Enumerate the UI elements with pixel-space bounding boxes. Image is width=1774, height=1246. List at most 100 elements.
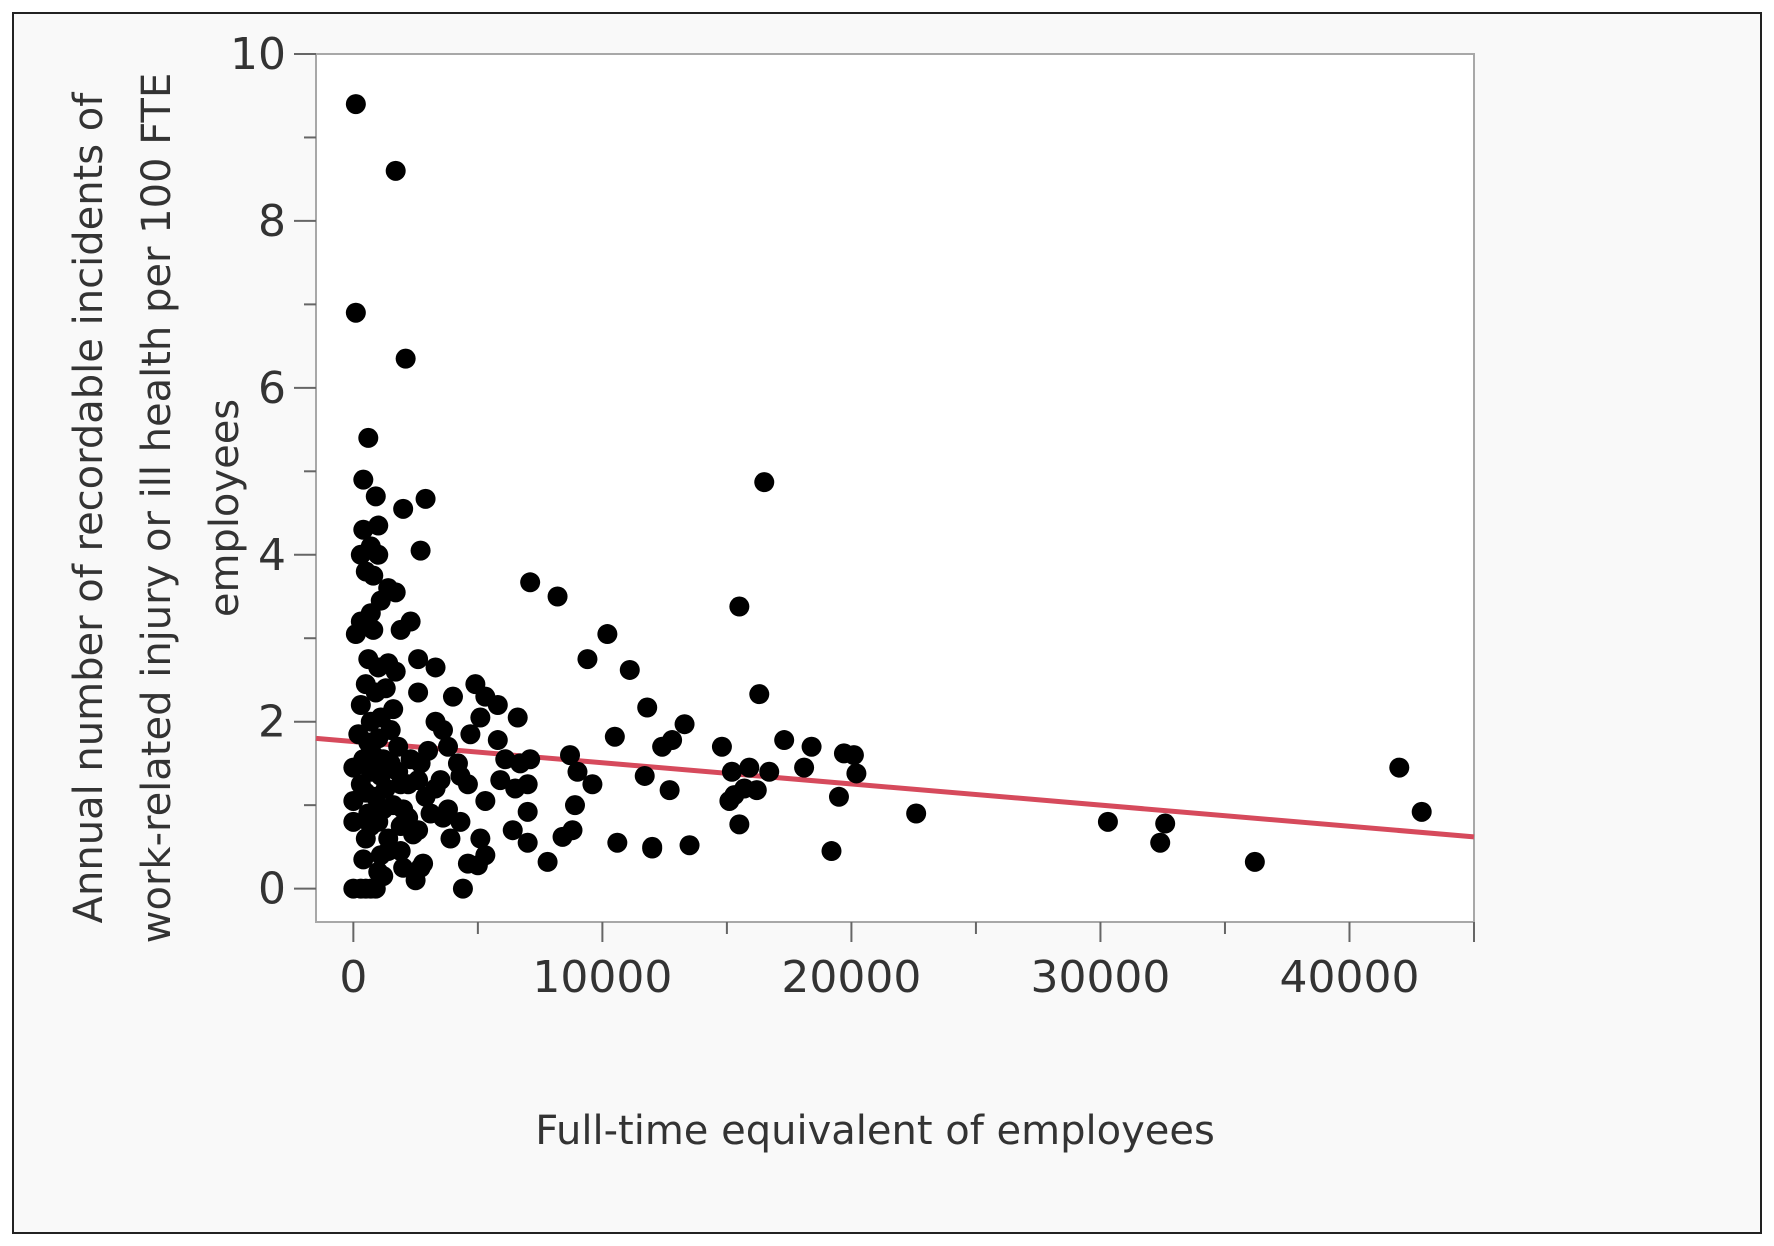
data-point bbox=[363, 565, 384, 586]
y-tick-label: 2 bbox=[258, 697, 286, 748]
data-point bbox=[517, 801, 538, 822]
data-point bbox=[577, 649, 598, 670]
data-point bbox=[843, 745, 864, 766]
y-tick-label: 0 bbox=[258, 864, 286, 915]
data-point bbox=[360, 816, 381, 837]
data-point bbox=[363, 619, 384, 640]
data-point bbox=[729, 596, 750, 617]
y-tick-label: 8 bbox=[258, 196, 286, 247]
x-tick-label: 10000 bbox=[532, 952, 672, 1003]
data-point bbox=[642, 838, 663, 859]
data-point bbox=[487, 695, 508, 715]
chart-frame: 0 2 4 6 8 10 0 10000 20000 30000 40000 Full-time … bbox=[12, 12, 1762, 1234]
data-point bbox=[487, 730, 508, 751]
data-point bbox=[460, 724, 481, 745]
data-point bbox=[662, 730, 683, 751]
data-point bbox=[674, 714, 695, 735]
data-point bbox=[1244, 851, 1265, 872]
data-point bbox=[368, 544, 389, 565]
data-point bbox=[385, 160, 406, 181]
data-point bbox=[846, 763, 867, 784]
data-point bbox=[475, 790, 496, 811]
data-point bbox=[360, 740, 381, 761]
y-axis-title-line: work-related injury or ill health per 10… bbox=[134, 73, 180, 943]
data-point bbox=[452, 878, 473, 899]
y-tick-label: 6 bbox=[258, 363, 286, 414]
data-point bbox=[607, 832, 628, 853]
data-point bbox=[619, 659, 640, 680]
data-point bbox=[828, 786, 849, 807]
data-point bbox=[343, 811, 364, 832]
data-point bbox=[390, 619, 411, 640]
data-point bbox=[1389, 757, 1410, 778]
data-point bbox=[729, 814, 750, 835]
x-tick-label: 20000 bbox=[781, 952, 921, 1003]
data-point bbox=[739, 757, 760, 778]
data-point bbox=[502, 820, 523, 841]
data-point bbox=[1155, 813, 1176, 834]
y-axis-title-line: Annual number of recordable incidents of bbox=[66, 92, 112, 924]
data-point bbox=[794, 757, 815, 778]
data-point bbox=[408, 649, 429, 670]
data-point bbox=[353, 849, 374, 870]
data-point bbox=[345, 302, 366, 323]
data-point bbox=[378, 841, 399, 862]
data-point bbox=[440, 828, 461, 849]
data-point bbox=[410, 753, 431, 774]
data-point bbox=[393, 799, 414, 820]
data-point bbox=[403, 824, 424, 845]
data-point bbox=[368, 515, 389, 536]
data-point bbox=[490, 770, 511, 791]
data-point bbox=[520, 572, 541, 593]
data-point bbox=[801, 736, 822, 757]
data-point bbox=[906, 803, 927, 824]
data-point bbox=[759, 761, 780, 782]
y-tick-label: 4 bbox=[258, 530, 286, 581]
data-point bbox=[425, 657, 446, 678]
data-point bbox=[433, 807, 454, 828]
data-point bbox=[355, 782, 376, 803]
data-point bbox=[442, 686, 463, 707]
data-point bbox=[410, 540, 431, 561]
y-axis-title-line: employees bbox=[202, 399, 248, 617]
x-tick-label: 30000 bbox=[1030, 952, 1170, 1003]
scatter-chart: 0 2 4 6 8 10 0 10000 20000 30000 40000 Full-time … bbox=[66, 29, 1475, 1154]
data-point bbox=[520, 749, 541, 770]
data-point bbox=[564, 795, 585, 816]
data-point bbox=[390, 774, 411, 795]
data-point bbox=[537, 851, 558, 872]
data-point bbox=[350, 544, 371, 565]
data-point bbox=[517, 832, 538, 853]
data-point bbox=[724, 785, 745, 806]
x-axis: 0 10000 20000 30000 40000 bbox=[339, 922, 1475, 1003]
data-point bbox=[517, 774, 538, 795]
y-axis: 0 2 4 6 8 10 bbox=[230, 29, 316, 915]
data-point bbox=[393, 857, 414, 878]
data-point bbox=[711, 736, 732, 757]
data-point bbox=[433, 720, 454, 741]
data-point bbox=[567, 761, 588, 782]
data-point bbox=[380, 720, 401, 741]
x-tick-label: 0 bbox=[339, 952, 367, 1003]
data-point bbox=[408, 682, 429, 703]
data-point bbox=[637, 697, 658, 718]
data-point bbox=[360, 603, 381, 624]
data-point bbox=[1411, 801, 1432, 822]
data-point bbox=[552, 826, 573, 847]
data-point bbox=[373, 866, 394, 887]
data-point bbox=[467, 855, 488, 876]
data-point bbox=[385, 582, 406, 603]
data-point bbox=[721, 761, 742, 782]
data-point bbox=[393, 498, 414, 519]
data-point bbox=[597, 624, 618, 645]
data-point bbox=[1150, 832, 1171, 853]
data-point bbox=[358, 427, 379, 448]
data-point bbox=[388, 736, 409, 757]
data-point bbox=[507, 707, 528, 728]
data-point bbox=[345, 624, 366, 645]
data-point bbox=[415, 786, 436, 807]
data-point bbox=[457, 774, 478, 795]
plot-area bbox=[315, 53, 1475, 923]
data-point bbox=[365, 486, 386, 507]
data-point bbox=[415, 488, 436, 509]
